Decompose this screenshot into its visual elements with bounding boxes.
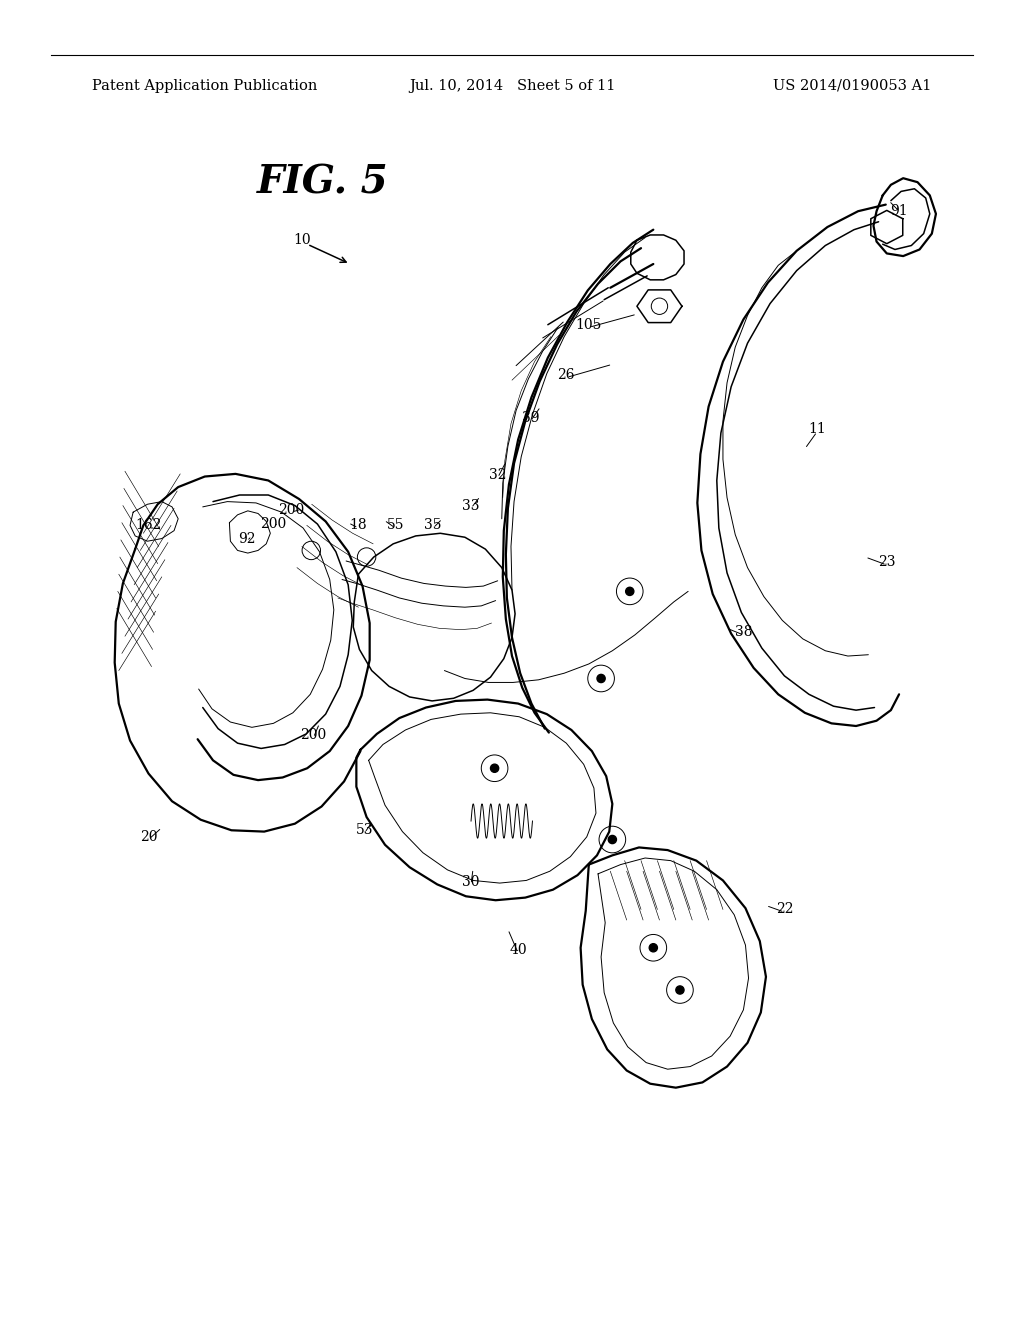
Text: 38: 38: [734, 626, 753, 639]
Text: 200: 200: [300, 729, 327, 742]
Text: 30: 30: [462, 875, 480, 888]
Circle shape: [597, 675, 605, 682]
Circle shape: [626, 587, 634, 595]
Text: 162: 162: [135, 519, 162, 532]
Text: 39: 39: [521, 412, 540, 425]
Text: 23: 23: [878, 556, 896, 569]
Circle shape: [676, 986, 684, 994]
Text: US 2014/0190053 A1: US 2014/0190053 A1: [773, 79, 932, 92]
Text: 33: 33: [462, 499, 480, 512]
Text: 11: 11: [808, 422, 826, 436]
Text: Patent Application Publication: Patent Application Publication: [92, 79, 317, 92]
Text: 40: 40: [509, 944, 527, 957]
Text: 35: 35: [424, 519, 442, 532]
Text: Jul. 10, 2014   Sheet 5 of 11: Jul. 10, 2014 Sheet 5 of 11: [409, 79, 615, 92]
Text: 53: 53: [355, 824, 374, 837]
Circle shape: [608, 836, 616, 843]
Text: 200: 200: [260, 517, 287, 531]
Text: 20: 20: [139, 830, 158, 843]
Circle shape: [649, 944, 657, 952]
Text: 92: 92: [238, 532, 256, 545]
Text: 105: 105: [575, 318, 602, 331]
Text: 32: 32: [488, 469, 507, 482]
Text: 26: 26: [557, 368, 575, 381]
Text: 200: 200: [278, 503, 304, 516]
Text: 91: 91: [890, 205, 908, 218]
Text: 10: 10: [293, 234, 311, 247]
Text: FIG. 5: FIG. 5: [257, 164, 388, 201]
Text: 55: 55: [386, 519, 404, 532]
Text: 18: 18: [349, 519, 368, 532]
Circle shape: [490, 764, 499, 772]
Text: 22: 22: [775, 903, 794, 916]
